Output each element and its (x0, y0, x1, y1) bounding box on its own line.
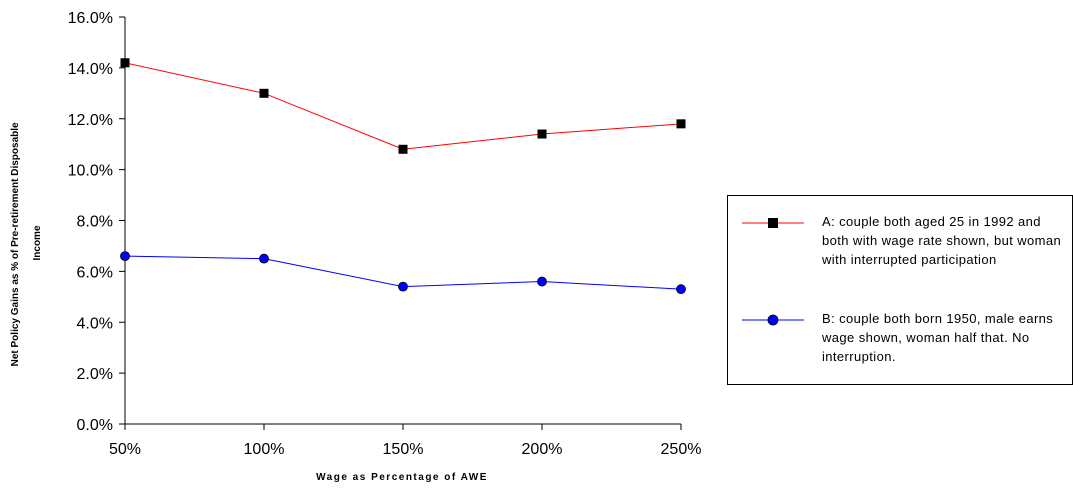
x-axis-label: Wage as Percentage of AWE (316, 472, 488, 483)
data-point-a (398, 144, 408, 154)
legend-swatch-square-icon (742, 218, 804, 228)
data-point-b (537, 276, 547, 287)
x-tick-label: 200% (522, 441, 563, 458)
series-line-a (124, 62, 682, 150)
y-tick-label: 0.0% (77, 417, 113, 434)
data-point-a (120, 58, 130, 68)
y-tick-label: 10.0% (68, 163, 113, 180)
x-tick-label: 250% (661, 441, 702, 458)
y-tick-label: 14.0% (68, 61, 113, 78)
data-point-a (676, 119, 686, 129)
data-point-b (676, 284, 686, 295)
x-tick-label: 50% (109, 441, 141, 458)
y-tick-label: 2.0% (77, 366, 113, 383)
y-tick-label: 4.0% (77, 315, 113, 332)
series-layer (120, 58, 686, 295)
data-point-b (259, 253, 269, 264)
data-point-b (398, 281, 408, 292)
y-tick-label: 16.0% (68, 10, 113, 27)
y-tick-label: 6.0% (77, 264, 113, 281)
data-point-a (537, 129, 547, 139)
y-tick-label: 12.0% (68, 112, 113, 129)
y-tick-label: 8.0% (77, 214, 113, 231)
x-tick-label: 100% (244, 441, 285, 458)
y-axis-label: Net Policy Gains as % of Pre-retirement … (10, 120, 43, 367)
legend-swatch-circle-icon (742, 314, 804, 326)
legend: A: couple both aged 25 in 1992 and both … (727, 195, 1073, 385)
legend-label-a: A: couple both aged 25 in 1992 and both … (822, 214, 1062, 267)
y-ticks: 0.0% 2.0% 4.0% 6.0% 8.0% 10.0% 12.0% 14.0% 16.0% (68, 10, 125, 434)
x-tick-label: 150% (383, 441, 424, 458)
legend-label-b: B: couple both born 1950, male earns wag… (822, 311, 1054, 364)
data-point-b (120, 251, 130, 262)
x-ticks: 50% 100% 150% 200% 250% (109, 424, 701, 458)
data-point-a (259, 88, 269, 98)
axes (124, 17, 681, 425)
